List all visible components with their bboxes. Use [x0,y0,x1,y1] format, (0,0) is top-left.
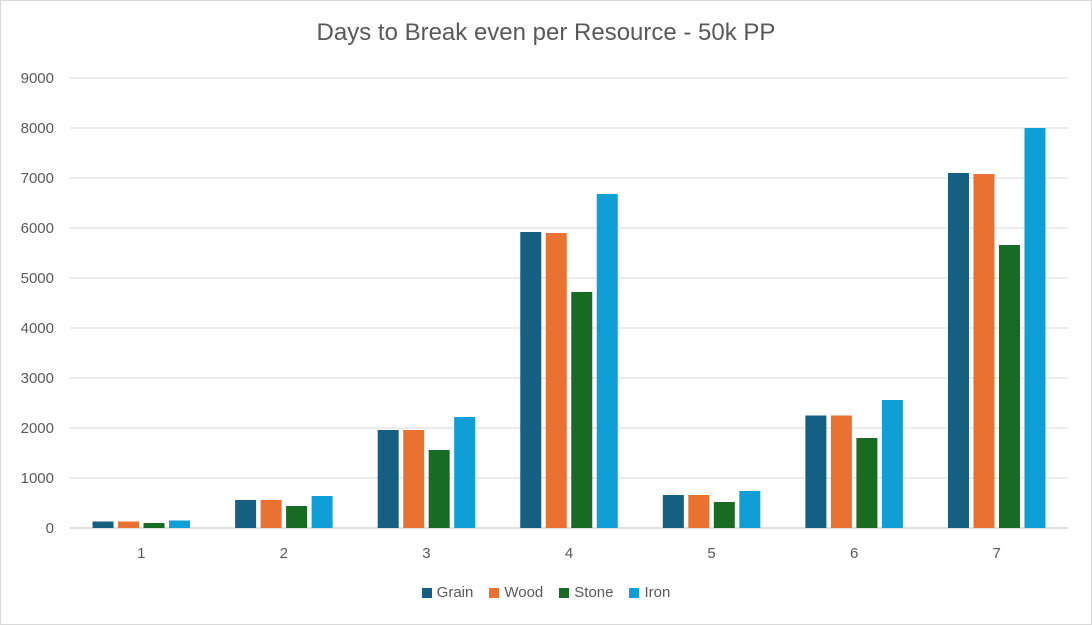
bar-wood-2 [260,500,282,528]
bar-wood-5 [688,495,710,528]
y-tick-label: 3000 [21,370,54,387]
y-tick-label: 8000 [21,120,54,137]
legend-item-iron: Iron [629,584,670,601]
bar-stone-2 [286,506,308,528]
legend-label: Iron [644,584,671,601]
legend-item-stone: Stone [559,584,613,601]
bar-iron-4 [596,194,618,528]
bar-iron-3 [454,417,476,528]
bar-wood-7 [973,174,995,528]
bar-stone-5 [713,502,735,528]
x-tick-label: 3 [422,545,430,562]
bar-grain-5 [662,495,684,528]
chart-title: Days to Break even per Resource - 50k PP [316,19,776,46]
legend-swatch [489,587,500,598]
x-tick-label: 7 [993,545,1001,562]
bar-wood-4 [545,233,567,528]
x-tick-label: 2 [280,545,288,562]
bar-stone-6 [856,438,878,528]
bar-stone-1 [143,523,165,528]
bar-iron-5 [739,491,761,528]
x-tick-label: 1 [137,545,145,562]
bar-iron-7 [1024,128,1046,528]
legend-swatch [421,587,432,598]
bar-grain-6 [805,415,827,528]
bar-grain-1 [92,521,114,528]
y-tick-label: 9000 [21,70,54,87]
bar-wood-6 [830,415,852,528]
x-tick-label: 5 [707,545,715,562]
bar-grain-7 [947,173,969,528]
y-tick-label: 2000 [21,420,54,437]
legend-label: Grain [436,584,474,601]
bar-iron-1 [169,520,191,528]
bar-stone-3 [428,450,450,528]
bar-wood-1 [118,521,140,528]
x-axis-ticks: 1 2 3 4 5 6 7 [137,545,1001,562]
y-tick-label: 5000 [21,270,54,287]
gridlines [70,77,1068,529]
y-tick-label: 0 [46,520,54,537]
x-tick-label: 6 [850,545,858,562]
bar-stone-7 [998,245,1020,528]
legend-item-grain: Grain [421,584,474,601]
legend-label: Stone [574,584,614,601]
bar-grain-2 [235,500,257,528]
bar-wood-3 [403,430,425,528]
bar-iron-2 [311,496,333,528]
x-tick-label: 4 [565,545,573,562]
y-tick-label: 4000 [21,320,54,337]
y-tick-label: 6000 [21,220,54,237]
legend-swatch [559,587,570,598]
legend-swatch [629,587,640,598]
bar-stone-4 [571,292,593,528]
bar-grain-4 [520,232,542,528]
legend-label: Wood [504,584,544,601]
y-axis-ticks: 0 1000 2000 3000 4000 5000 6000 7000 8000 9000 [21,70,54,537]
y-tick-label: 7000 [21,170,54,187]
bar-grain-3 [377,430,399,528]
legend: Grain Wood Stone Iron [0,584,1092,601]
y-tick-label: 1000 [21,470,54,487]
legend-item-wood: Wood [489,584,543,601]
bar-iron-6 [881,400,903,528]
bars [92,128,1046,528]
